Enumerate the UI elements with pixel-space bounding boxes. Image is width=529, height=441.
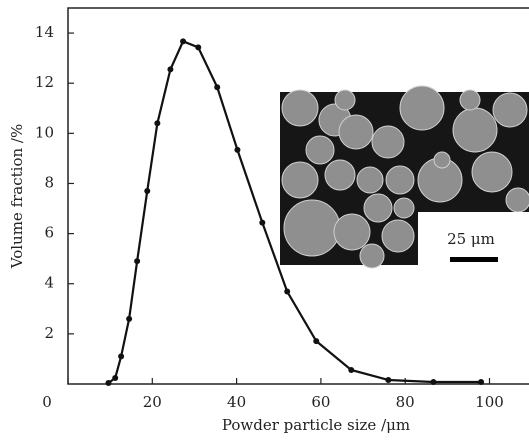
data-point [234, 146, 241, 153]
data-point [154, 120, 161, 127]
data-point [105, 379, 112, 386]
data-point [430, 378, 437, 385]
data-point [259, 219, 266, 226]
plot-frame [67, 7, 529, 385]
data-point [112, 374, 119, 381]
x-tick-label: 80 [396, 393, 415, 411]
x-tick-label: 20 [143, 393, 162, 411]
data-point [385, 376, 392, 383]
data-point [126, 315, 133, 322]
y-axis-label: Volume fraction /% [8, 124, 26, 269]
x-tick-label: 100 [475, 393, 504, 411]
data-point [118, 353, 125, 360]
x-axis-label: Powder particle size /μm [222, 416, 410, 434]
data-point [167, 66, 174, 73]
y-tick-label: 8 [44, 173, 54, 191]
data-point [348, 366, 355, 373]
y-tick-label: 4 [44, 274, 54, 292]
data-point [478, 378, 485, 385]
x-tick-label: 40 [227, 393, 246, 411]
data-point [180, 38, 187, 45]
data-point [313, 338, 320, 345]
x-tick-label: 60 [311, 393, 330, 411]
y-tick-label: 10 [35, 123, 54, 141]
data-point [214, 84, 221, 91]
data-point [284, 288, 291, 295]
scale-label: 25 μm [447, 230, 495, 248]
data-point [144, 187, 151, 194]
data-point [195, 44, 202, 51]
y-tick-label: 2 [44, 324, 54, 342]
x-tick-label: 0 [42, 393, 52, 411]
data-point [134, 258, 141, 265]
y-tick-label: 12 [35, 73, 54, 91]
inset-image: 25 μm [280, 85, 529, 269]
y-tick-label: 6 [44, 224, 54, 242]
y-tick-label: 14 [35, 23, 54, 41]
